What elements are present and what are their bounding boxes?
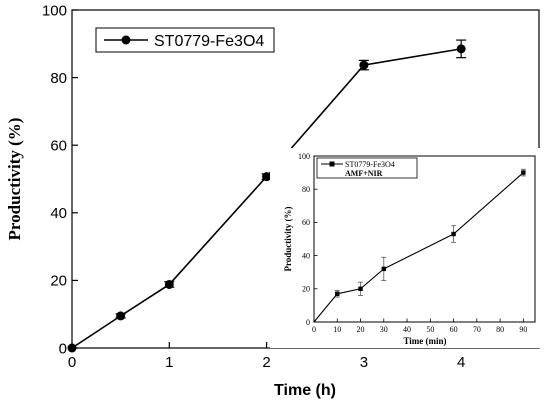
inset-x-tick-label: 30 [380, 325, 388, 334]
main-y-tick-label: 60 [50, 137, 67, 154]
inset-x-tick-label: 10 [333, 325, 341, 334]
inset-legend-marker [329, 161, 335, 167]
inset-data-point [521, 170, 526, 175]
inset-background [270, 148, 546, 348]
main-y-axis-label: Productivity (%) [5, 118, 24, 241]
inset-legend-note: AMF+NIR [345, 169, 383, 178]
inset-x-tick-label: 40 [403, 325, 411, 334]
main-data-point [262, 172, 272, 182]
inset-x-tick-label: 50 [426, 325, 434, 334]
inset-x-tick-label: 20 [357, 325, 365, 334]
main-y-tick-label: 40 [50, 205, 67, 222]
inset-y-tick-label: 40 [302, 251, 310, 260]
main-data-point [116, 311, 126, 321]
main-legend: ST0779-Fe3O4 [95, 27, 275, 53]
inset-x-axis-label: Time (min) [403, 336, 446, 346]
inset-axes: 0 10 20 30 40 50 60 70 80 90 0 20 40 60 80 100 [298, 152, 527, 334]
inset-data-point [381, 266, 386, 272]
inset-chart: 0 10 20 30 40 50 60 70 80 90 0 20 40 60 80 100 Time (mi… [270, 148, 546, 348]
inset-data-point [335, 291, 340, 296]
inset-data-point [358, 286, 363, 291]
main-y-tick-label: 0 [59, 340, 67, 357]
main-x-tick-label: 4 [457, 354, 465, 371]
main-series [67, 39, 467, 353]
main-x-tick-label: 1 [165, 354, 173, 371]
inset-legend-label: ST0779-Fe3O4 [345, 160, 395, 169]
main-series-line [71, 48, 462, 349]
inset-y-tick-label: 80 [302, 185, 310, 194]
main-y-tick-label: 100 [42, 2, 67, 19]
inset-series-line [313, 172, 524, 323]
inset-y-tick-label: 60 [302, 218, 310, 227]
inset-data-point [451, 231, 456, 237]
inset-x-tick-label: 80 [496, 325, 504, 334]
main-x-axis-label: Time (h) [274, 382, 336, 399]
main-data-point [359, 60, 369, 70]
main-x-tick-label: 2 [262, 354, 270, 371]
main-y-tick-label: 20 [50, 273, 67, 290]
inset-series [313, 168, 526, 323]
inset-legend: ST0779-Fe3O4 AMF+NIR [316, 157, 418, 179]
main-y-tick-label: 80 [50, 70, 67, 87]
inset-y-tick-label: 0 [306, 318, 310, 327]
inset-y-tick-label: 100 [298, 152, 310, 161]
main-x-tick-label: 3 [360, 354, 368, 371]
inset-y-tick-label: 20 [302, 285, 310, 294]
main-x-tick-label: 0 [68, 354, 76, 371]
inset-plot-frame [313, 155, 536, 323]
main-data-point [67, 343, 77, 353]
inset-x-tick-label: 60 [450, 325, 458, 334]
main-legend-marker [121, 35, 131, 45]
inset-x-tick-label: 70 [473, 325, 481, 334]
inset-legend-box [316, 157, 418, 179]
main-legend-label: ST0779-Fe3O4 [154, 33, 264, 50]
inset-x-tick-label: 90 [519, 325, 527, 334]
main-data-point [164, 279, 174, 289]
inset-x-tick-label: 0 [312, 325, 316, 334]
inset-y-axis-label: Productivity (%) [283, 206, 293, 271]
main-data-point [456, 44, 466, 54]
